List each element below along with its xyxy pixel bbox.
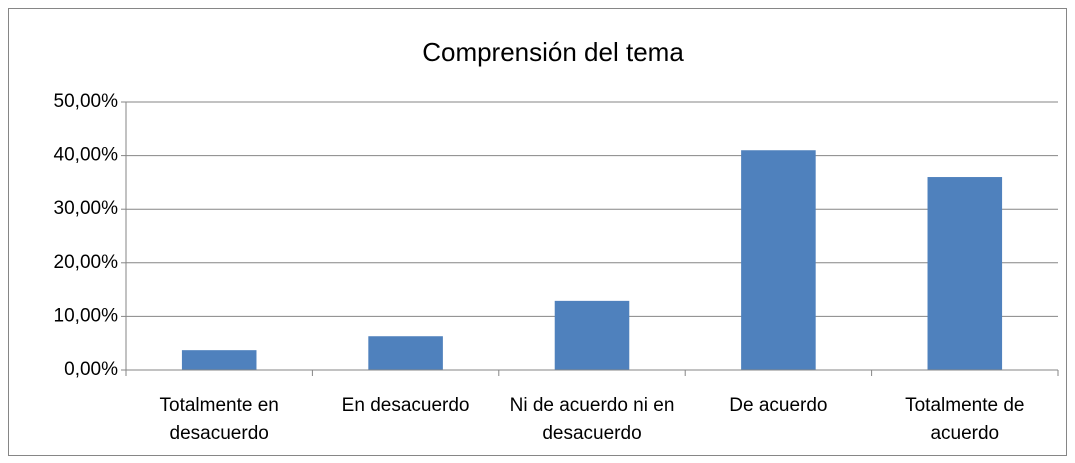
chart-title: Comprensión del tema	[422, 37, 684, 67]
y-tick-label: 40,00%	[54, 145, 119, 166]
y-tick-label: 30,00%	[54, 198, 119, 219]
chart-border	[8, 8, 1067, 456]
x-tick-label: De acuerdo	[729, 395, 828, 416]
bar	[554, 300, 630, 370]
bar	[741, 150, 816, 370]
x-tick-label: Totalmente de acuerdo	[905, 395, 1025, 444]
bar	[368, 336, 443, 370]
y-tick-label: 20,00%	[54, 252, 119, 273]
x-tick-label: En desacuerdo	[341, 395, 470, 416]
bar	[181, 350, 257, 370]
bar	[927, 177, 1003, 370]
y-tick-label: 10,00%	[54, 305, 119, 326]
x-tick-label: Ni de acuerdo ni en desacuerdo	[509, 395, 675, 444]
y-tick-label: 50,00%	[54, 91, 119, 112]
y-tick-label: 0,00%	[64, 359, 118, 380]
x-tick-label: Totalmente en desacuerdo	[159, 395, 279, 444]
